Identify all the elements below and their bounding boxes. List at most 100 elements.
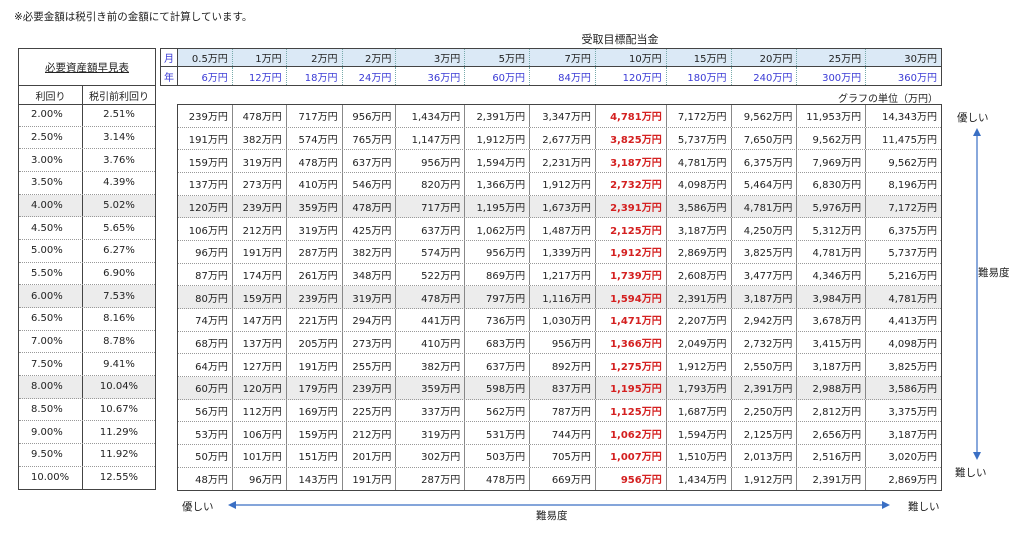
asset-row: 96万円 191万円 287万円 382万円 574万円 956万円 1,339万円 1,91… bbox=[178, 240, 941, 264]
asset-cell: 2,125万円 bbox=[732, 422, 798, 444]
asset-cell: 4,781万円 bbox=[888, 293, 937, 305]
asset-cell: 50万円 bbox=[178, 444, 233, 467]
yield-column-header: 利回り bbox=[19, 86, 83, 104]
asset-cell: 4,781万円 bbox=[797, 240, 867, 263]
yield-cell: 4.50% bbox=[19, 217, 83, 239]
asset-cell: 3,347万円 bbox=[530, 105, 596, 127]
pretax-yield-cell: 6.90% bbox=[103, 267, 135, 279]
asset-cell: 106万円 bbox=[233, 422, 287, 444]
asset-cell: 302万円 bbox=[396, 444, 466, 467]
asset-cell: 3,825万円 bbox=[732, 240, 798, 263]
asset-cell: 221万円 bbox=[287, 308, 343, 331]
year-goal-cell: 12万円 bbox=[233, 67, 287, 85]
asset-cell: 736万円 bbox=[465, 308, 531, 331]
pretax-yield-column-header: 税引前利回り bbox=[89, 91, 149, 103]
asset-cell: 956万円 bbox=[343, 105, 397, 127]
asset-cell: 5,737万円 bbox=[667, 127, 732, 150]
asset-cell: 169万円 bbox=[287, 399, 343, 422]
asset-cell: 1,339万円 bbox=[530, 240, 596, 263]
asset-cell: 478万円 bbox=[233, 105, 287, 127]
asset-cell: 1,594万円 bbox=[596, 286, 667, 308]
pretax-yield-cell: 6.27% bbox=[103, 245, 135, 257]
asset-cell: 9,562万円 bbox=[732, 105, 798, 127]
month-label: 月 bbox=[161, 49, 178, 66]
asset-cell: 717万円 bbox=[287, 105, 343, 127]
yield-cell: 8.00% bbox=[19, 375, 83, 398]
month-goal-cell: 25万円 bbox=[797, 49, 867, 66]
year-goal-cell: 120万円 bbox=[596, 67, 667, 85]
year-goal-cell: 240万円 bbox=[732, 67, 798, 85]
asset-cell: 3,187万円 bbox=[797, 354, 867, 376]
asset-cell: 80万円 bbox=[178, 286, 233, 308]
month-goal-cell: 10万円 bbox=[595, 49, 667, 66]
month-goal-cell: 20万円 bbox=[731, 49, 798, 66]
asset-cell: 191万円 bbox=[233, 240, 287, 263]
asset-cell: 2,516万円 bbox=[797, 444, 867, 467]
asset-cell: 2,250万円 bbox=[732, 399, 798, 422]
pretax-yield-cell: 2.51% bbox=[103, 109, 135, 121]
asset-cell: 112万円 bbox=[233, 399, 287, 422]
asset-cell: 1,793万円 bbox=[667, 376, 732, 399]
difficulty-easy-right: 優しい bbox=[957, 112, 989, 124]
asset-cell: 212万円 bbox=[343, 422, 397, 444]
pretax-yield-cell: 8.78% bbox=[103, 335, 135, 347]
asset-cell: 53万円 bbox=[178, 422, 233, 444]
asset-cell: 441万円 bbox=[396, 308, 466, 331]
yield-row: 5.00% 6.27% bbox=[19, 239, 155, 263]
asset-cell: 837万円 bbox=[530, 376, 596, 399]
asset-cell: 382万円 bbox=[233, 127, 287, 150]
asset-cell: 319万円 bbox=[287, 218, 343, 240]
asset-cell: 1,030万円 bbox=[530, 308, 596, 331]
yield-row: 3.50% 4.39% bbox=[19, 171, 155, 195]
asset-cell: 2,391万円 bbox=[667, 286, 732, 308]
asset-cell: 127万円 bbox=[233, 354, 287, 376]
asset-cell: 1,510万円 bbox=[667, 444, 732, 467]
asset-cell: 6,375万円 bbox=[888, 225, 937, 237]
asset-cell: 56万円 bbox=[178, 399, 233, 422]
asset-cell: 562万円 bbox=[465, 399, 531, 422]
asset-cell: 1,912万円 bbox=[667, 354, 732, 376]
pretax-yield-cell: 8.16% bbox=[103, 313, 135, 325]
asset-cell: 1,471万円 bbox=[596, 308, 667, 331]
asset-cell: 2,732万円 bbox=[596, 172, 667, 195]
asset-cell: 1,366万円 bbox=[465, 172, 531, 195]
asset-cell: 255万円 bbox=[343, 354, 397, 376]
year-goal-cell: 24万円 bbox=[343, 67, 397, 85]
asset-cell: 410万円 bbox=[287, 172, 343, 195]
yield-row: 10.00% 12.55% bbox=[19, 466, 155, 490]
difficulty-hard-right: 難しい bbox=[955, 467, 987, 479]
year-goal-cell: 84万円 bbox=[530, 67, 596, 85]
asset-cell: 574万円 bbox=[396, 240, 466, 263]
asset-cell: 2,988万円 bbox=[797, 376, 867, 399]
asset-cell: 3,678万円 bbox=[797, 308, 867, 331]
asset-cell: 159万円 bbox=[233, 286, 287, 308]
yield-row: 2.00% 2.51% bbox=[19, 104, 155, 127]
asset-cell: 2,869万円 bbox=[888, 475, 937, 487]
asset-cell: 2,677万円 bbox=[530, 127, 596, 150]
yield-cell: 2.00% bbox=[19, 104, 83, 126]
asset-cell: 137万円 bbox=[178, 172, 233, 195]
horizontal-difficulty-arrow bbox=[228, 501, 890, 509]
difficulty-hard-bottom: 難しい bbox=[908, 501, 940, 513]
asset-cell: 1,217万円 bbox=[530, 263, 596, 286]
asset-row: 60万円 120万円 179万円 239万円 359万円 598万円 837万円 1,195万… bbox=[178, 376, 941, 400]
month-goal-cell: 15万円 bbox=[666, 49, 732, 66]
asset-cell: 120万円 bbox=[178, 195, 233, 218]
asset-row: 239万円 478万円 717万円 956万円 1,434万円 2,391万円 3,347万… bbox=[178, 105, 941, 128]
asset-row: 191万円 382万円 574万円 765万円 1,147万円 1,912万円 2,677万… bbox=[178, 127, 941, 151]
asset-cell: 3,020万円 bbox=[888, 452, 937, 464]
yield-cell: 6.00% bbox=[19, 285, 83, 307]
asset-cell: 359万円 bbox=[396, 376, 466, 399]
asset-cell: 683万円 bbox=[465, 331, 531, 354]
asset-cell: 191万円 bbox=[178, 127, 233, 150]
asset-cell: 1,912万円 bbox=[596, 240, 667, 263]
asset-cell: 7,172万円 bbox=[667, 105, 732, 127]
year-goal-cell: 300万円 bbox=[797, 67, 867, 85]
asset-cell: 717万円 bbox=[396, 195, 466, 218]
asset-cell: 174万円 bbox=[233, 263, 287, 286]
month-goal-cell: 3万円 bbox=[396, 49, 466, 66]
asset-cell: 3,984万円 bbox=[797, 286, 867, 308]
unit-label: グラフの単位（万円） bbox=[838, 94, 938, 105]
left-table-title: 必要資産額早見表 bbox=[18, 48, 156, 86]
asset-cell: 337万円 bbox=[396, 399, 466, 422]
